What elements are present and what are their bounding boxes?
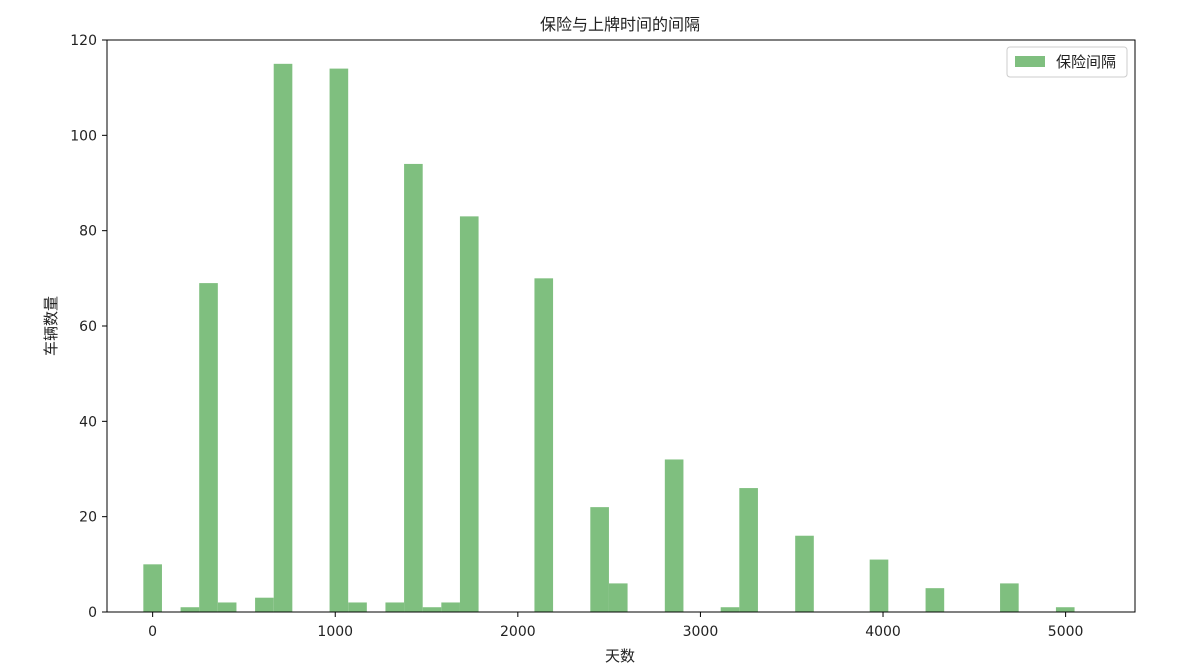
histogram-bar: [348, 602, 367, 612]
plot-frame: [106, 39, 1136, 613]
y-tick-label: 80: [79, 224, 97, 240]
histogram-bar: [720, 607, 740, 612]
histogram-bar: [739, 488, 758, 612]
histogram-bar: [441, 602, 460, 612]
histogram-bar: [459, 216, 479, 612]
legend-box: [1006, 46, 1128, 78]
histogram-bar: [1000, 583, 1019, 612]
histogram-bar: [217, 602, 237, 612]
histogram-bar: [385, 602, 405, 612]
histogram-bar: [143, 564, 162, 612]
histogram-bar: [1055, 607, 1075, 612]
x-tick-label: 1000: [317, 624, 353, 640]
histogram-bar: [255, 597, 274, 612]
y-tick-label: 20: [79, 510, 97, 526]
y-tick-label: 60: [79, 319, 97, 335]
x-tick-label: 5000: [1048, 624, 1084, 640]
legend-swatch: [1015, 56, 1045, 67]
x-axis-label: 天数: [605, 647, 635, 665]
histogram-bar: [925, 588, 945, 612]
histogram-bar: [534, 278, 554, 612]
x-tick-label: 2000: [500, 624, 536, 640]
x-tick-label: 0: [148, 624, 157, 640]
x-tick-label: 3000: [683, 624, 719, 640]
histogram-bar: [422, 607, 442, 612]
histogram-bar: [180, 607, 200, 612]
histogram-bar: [273, 63, 293, 612]
x-tick-label: 4000: [865, 624, 901, 640]
y-axis-label: 车辆数量: [42, 296, 60, 356]
histogram-bar: [590, 507, 609, 612]
y-axis-ticks: 0 20 40 60 80 100 120: [70, 33, 107, 621]
legend: 保险间隔: [1006, 46, 1128, 78]
histogram-bar: [329, 68, 349, 613]
histogram-bar: [608, 583, 628, 612]
bars-group: [143, 63, 1075, 613]
y-tick-label: 120: [70, 33, 97, 49]
y-tick-label: 100: [70, 128, 97, 144]
chart-title: 保险与上牌时间的间隔: [540, 15, 700, 34]
y-tick-label: 0: [88, 605, 97, 621]
histogram-bar: [404, 163, 423, 612]
histogram-bar: [199, 283, 218, 612]
legend-label: 保险间隔: [1056, 53, 1116, 71]
histogram-bar: [664, 459, 684, 612]
y-tick-label: 40: [79, 414, 97, 430]
x-axis-ticks: 0 1000 2000 3000 4000 5000: [148, 612, 1083, 640]
histogram-bar: [869, 559, 889, 612]
histogram-bar: [795, 535, 814, 612]
